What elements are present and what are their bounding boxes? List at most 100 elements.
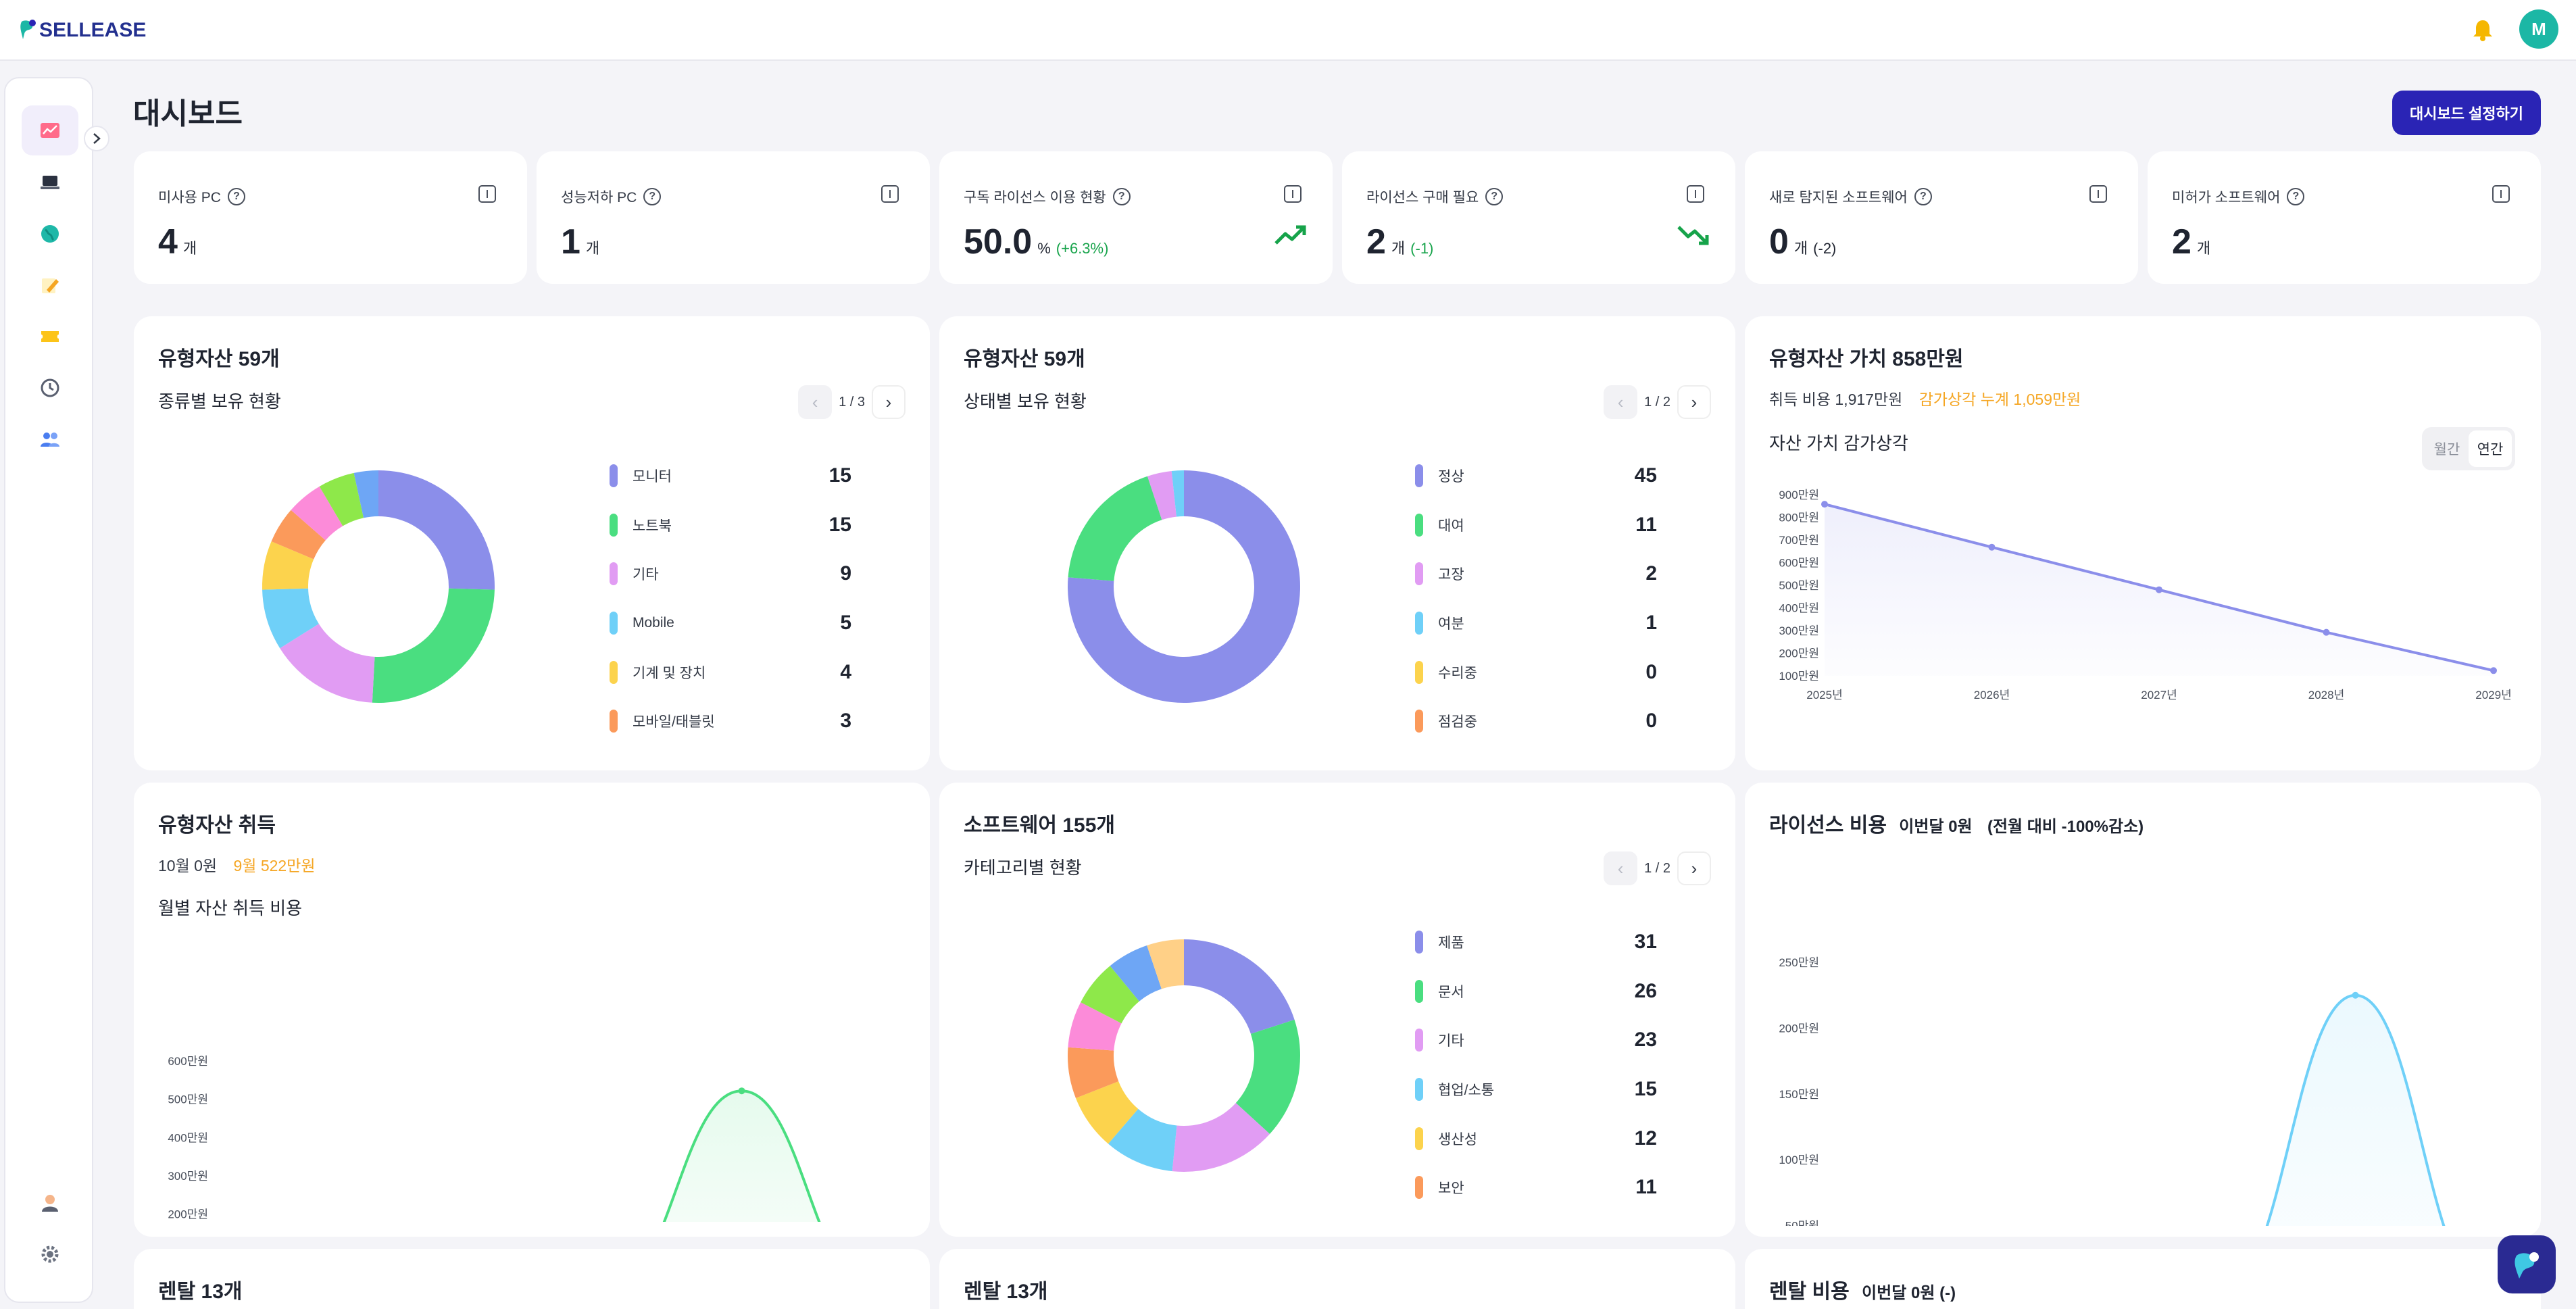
toggle-monthly[interactable]: 월간 [2433, 442, 2460, 458]
depreciation-line-chart: 100만원 200만원 300만원 400만원 500만원 600만원 700만원 800만원… [1779, 489, 2511, 701]
donut-slice[interactable] [1108, 1108, 1177, 1172]
donut-slice[interactable] [1068, 1047, 1119, 1098]
legend-item[interactable]: 생산성 12 [1415, 1114, 1692, 1163]
help-icon[interactable]: ? [1914, 188, 1932, 205]
prev-page-button[interactable]: ‹ [798, 385, 833, 419]
donut-slice[interactable] [1075, 1081, 1139, 1144]
legend-item[interactable]: 모니터 15 [610, 451, 887, 501]
donut-slice[interactable] [372, 588, 495, 703]
donut-slice[interactable] [378, 470, 495, 590]
chat-button[interactable] [2498, 1235, 2556, 1293]
legend-item[interactable]: 기타 9 [610, 549, 887, 599]
card-rental-cost: 렌탈 비용 이번달 0원 (-) [1745, 1249, 2541, 1309]
avatar[interactable]: M [2519, 9, 2558, 49]
donut-slice[interactable] [1235, 1019, 1300, 1134]
donut-slice[interactable] [319, 472, 364, 526]
sidebar-item-tickets[interactable] [22, 312, 78, 362]
data-point[interactable] [2352, 991, 2359, 999]
legend-swatch [610, 562, 618, 586]
kpi-delta: (+6.3%) [1056, 240, 1109, 257]
expand-icon[interactable] [2089, 185, 2107, 203]
donut-slice[interactable] [1110, 945, 1162, 1002]
kpi-label: 미허가 소프트웨어 [2172, 190, 2281, 205]
data-point[interactable] [2156, 586, 2162, 593]
sidebar-item-dashboard[interactable] [22, 105, 78, 155]
legend-item[interactable]: 모바일/태블릿 3 [610, 697, 887, 746]
kpi-card-subscription-usage: 구독 라이선스 이용 현황? 50.0% (+6.3%) [939, 151, 1333, 284]
sidebar-toggle[interactable] [84, 126, 109, 151]
donut-slice[interactable] [1147, 470, 1176, 520]
help-icon[interactable]: ? [643, 188, 662, 205]
sidebar-item-settings[interactable] [22, 1229, 78, 1279]
data-point[interactable] [738, 1087, 745, 1095]
legend-item[interactable]: 고장 2 [1415, 549, 1692, 599]
legend-swatch [1415, 1176, 1423, 1200]
help-icon[interactable]: ? [1485, 188, 1504, 205]
card-title: 유형자산 취득 [158, 814, 276, 837]
sidebar-item-profile[interactable] [22, 1178, 78, 1228]
help-icon[interactable]: ? [227, 188, 245, 205]
data-point[interactable] [2490, 667, 2497, 674]
sidebar-item-users[interactable] [22, 414, 78, 464]
sidebar-item-history[interactable] [22, 363, 78, 413]
expand-icon[interactable] [1687, 185, 1704, 203]
expand-icon[interactable] [478, 185, 496, 203]
dashboard-settings-button[interactable]: 대시보드 설정하기 [2392, 91, 2541, 135]
data-point[interactable] [1821, 501, 1828, 508]
card-license-cost: 라이선스 비용 이번달 0원 (전월 대비 -100%감소) 0원50만원100… [1745, 783, 2541, 1237]
data-point[interactable] [1988, 543, 1996, 551]
donut-slice[interactable] [1147, 939, 1184, 989]
legend-item[interactable]: 기계 및 장치 4 [610, 647, 887, 697]
donut-chart [1068, 939, 1300, 1172]
bell-icon[interactable] [2469, 16, 2496, 43]
legend-item[interactable]: 대여 11 [1415, 501, 1692, 550]
legend-item[interactable]: 협업/소통 15 [1415, 1065, 1692, 1114]
donut-slice[interactable] [1171, 470, 1184, 517]
y-tick-label: 400만원 [1779, 602, 1819, 615]
prev-page-button[interactable]: ‹ [1604, 851, 1638, 885]
legend-item[interactable]: 제품 31 [1415, 918, 1692, 967]
donut-slice[interactable] [262, 541, 314, 590]
donut-slice[interactable] [1068, 1002, 1122, 1051]
expand-icon[interactable] [881, 185, 899, 203]
donut-slice[interactable] [353, 470, 378, 518]
legend-label: 수리중 [1438, 665, 1477, 681]
donut-slice[interactable] [291, 486, 343, 541]
toggle-yearly[interactable]: 연간 [2469, 430, 2512, 467]
card-rental-2: 렌탈 13개 [939, 1249, 1735, 1309]
donut-slice[interactable] [280, 624, 375, 703]
legend-item[interactable]: 점검중 0 [1415, 697, 1692, 746]
legend-item[interactable]: 정상 45 [1415, 451, 1692, 501]
legend-item[interactable]: 여분 1 [1415, 599, 1692, 648]
expand-icon[interactable] [2492, 185, 2510, 203]
legend-item[interactable]: 기타 23 [1415, 1016, 1692, 1065]
donut-slice[interactable] [1081, 966, 1139, 1024]
legend-label: 기타 [1438, 1033, 1464, 1049]
next-page-button[interactable]: › [872, 385, 906, 419]
legend-item[interactable]: Mobile 5 [610, 599, 887, 648]
sidebar-item-network[interactable] [22, 209, 78, 259]
card-subtitle: 종류별 보유 현황 [158, 391, 281, 412]
donut-slice[interactable] [1172, 1103, 1270, 1172]
donut-slice[interactable] [1068, 476, 1162, 581]
next-page-button[interactable]: › [1677, 385, 1711, 419]
logo[interactable]: SELLEASE [19, 15, 146, 46]
legend-item[interactable]: 수리중 0 [1415, 647, 1692, 697]
expand-icon[interactable] [1284, 185, 1302, 203]
help-icon[interactable]: ? [1112, 188, 1131, 205]
donut-slice[interactable] [271, 510, 326, 560]
donut-slice[interactable] [1068, 470, 1300, 703]
legend-label: Mobile [633, 615, 674, 631]
legend-item[interactable]: 노트북 15 [610, 501, 887, 550]
data-point[interactable] [2323, 628, 2330, 636]
prev-page-button[interactable]: ‹ [1604, 385, 1638, 419]
donut-slice[interactable] [262, 588, 319, 649]
donut-slice[interactable] [1184, 939, 1295, 1034]
help-icon[interactable]: ? [2287, 188, 2305, 205]
sidebar-item-devices[interactable] [22, 157, 78, 207]
next-page-button[interactable]: › [1677, 851, 1711, 885]
legend-item[interactable]: 문서 26 [1415, 967, 1692, 1016]
legend-item[interactable]: 보안 11 [1415, 1163, 1692, 1212]
sidebar-item-notes[interactable] [22, 260, 78, 310]
laptop-icon [41, 176, 59, 189]
